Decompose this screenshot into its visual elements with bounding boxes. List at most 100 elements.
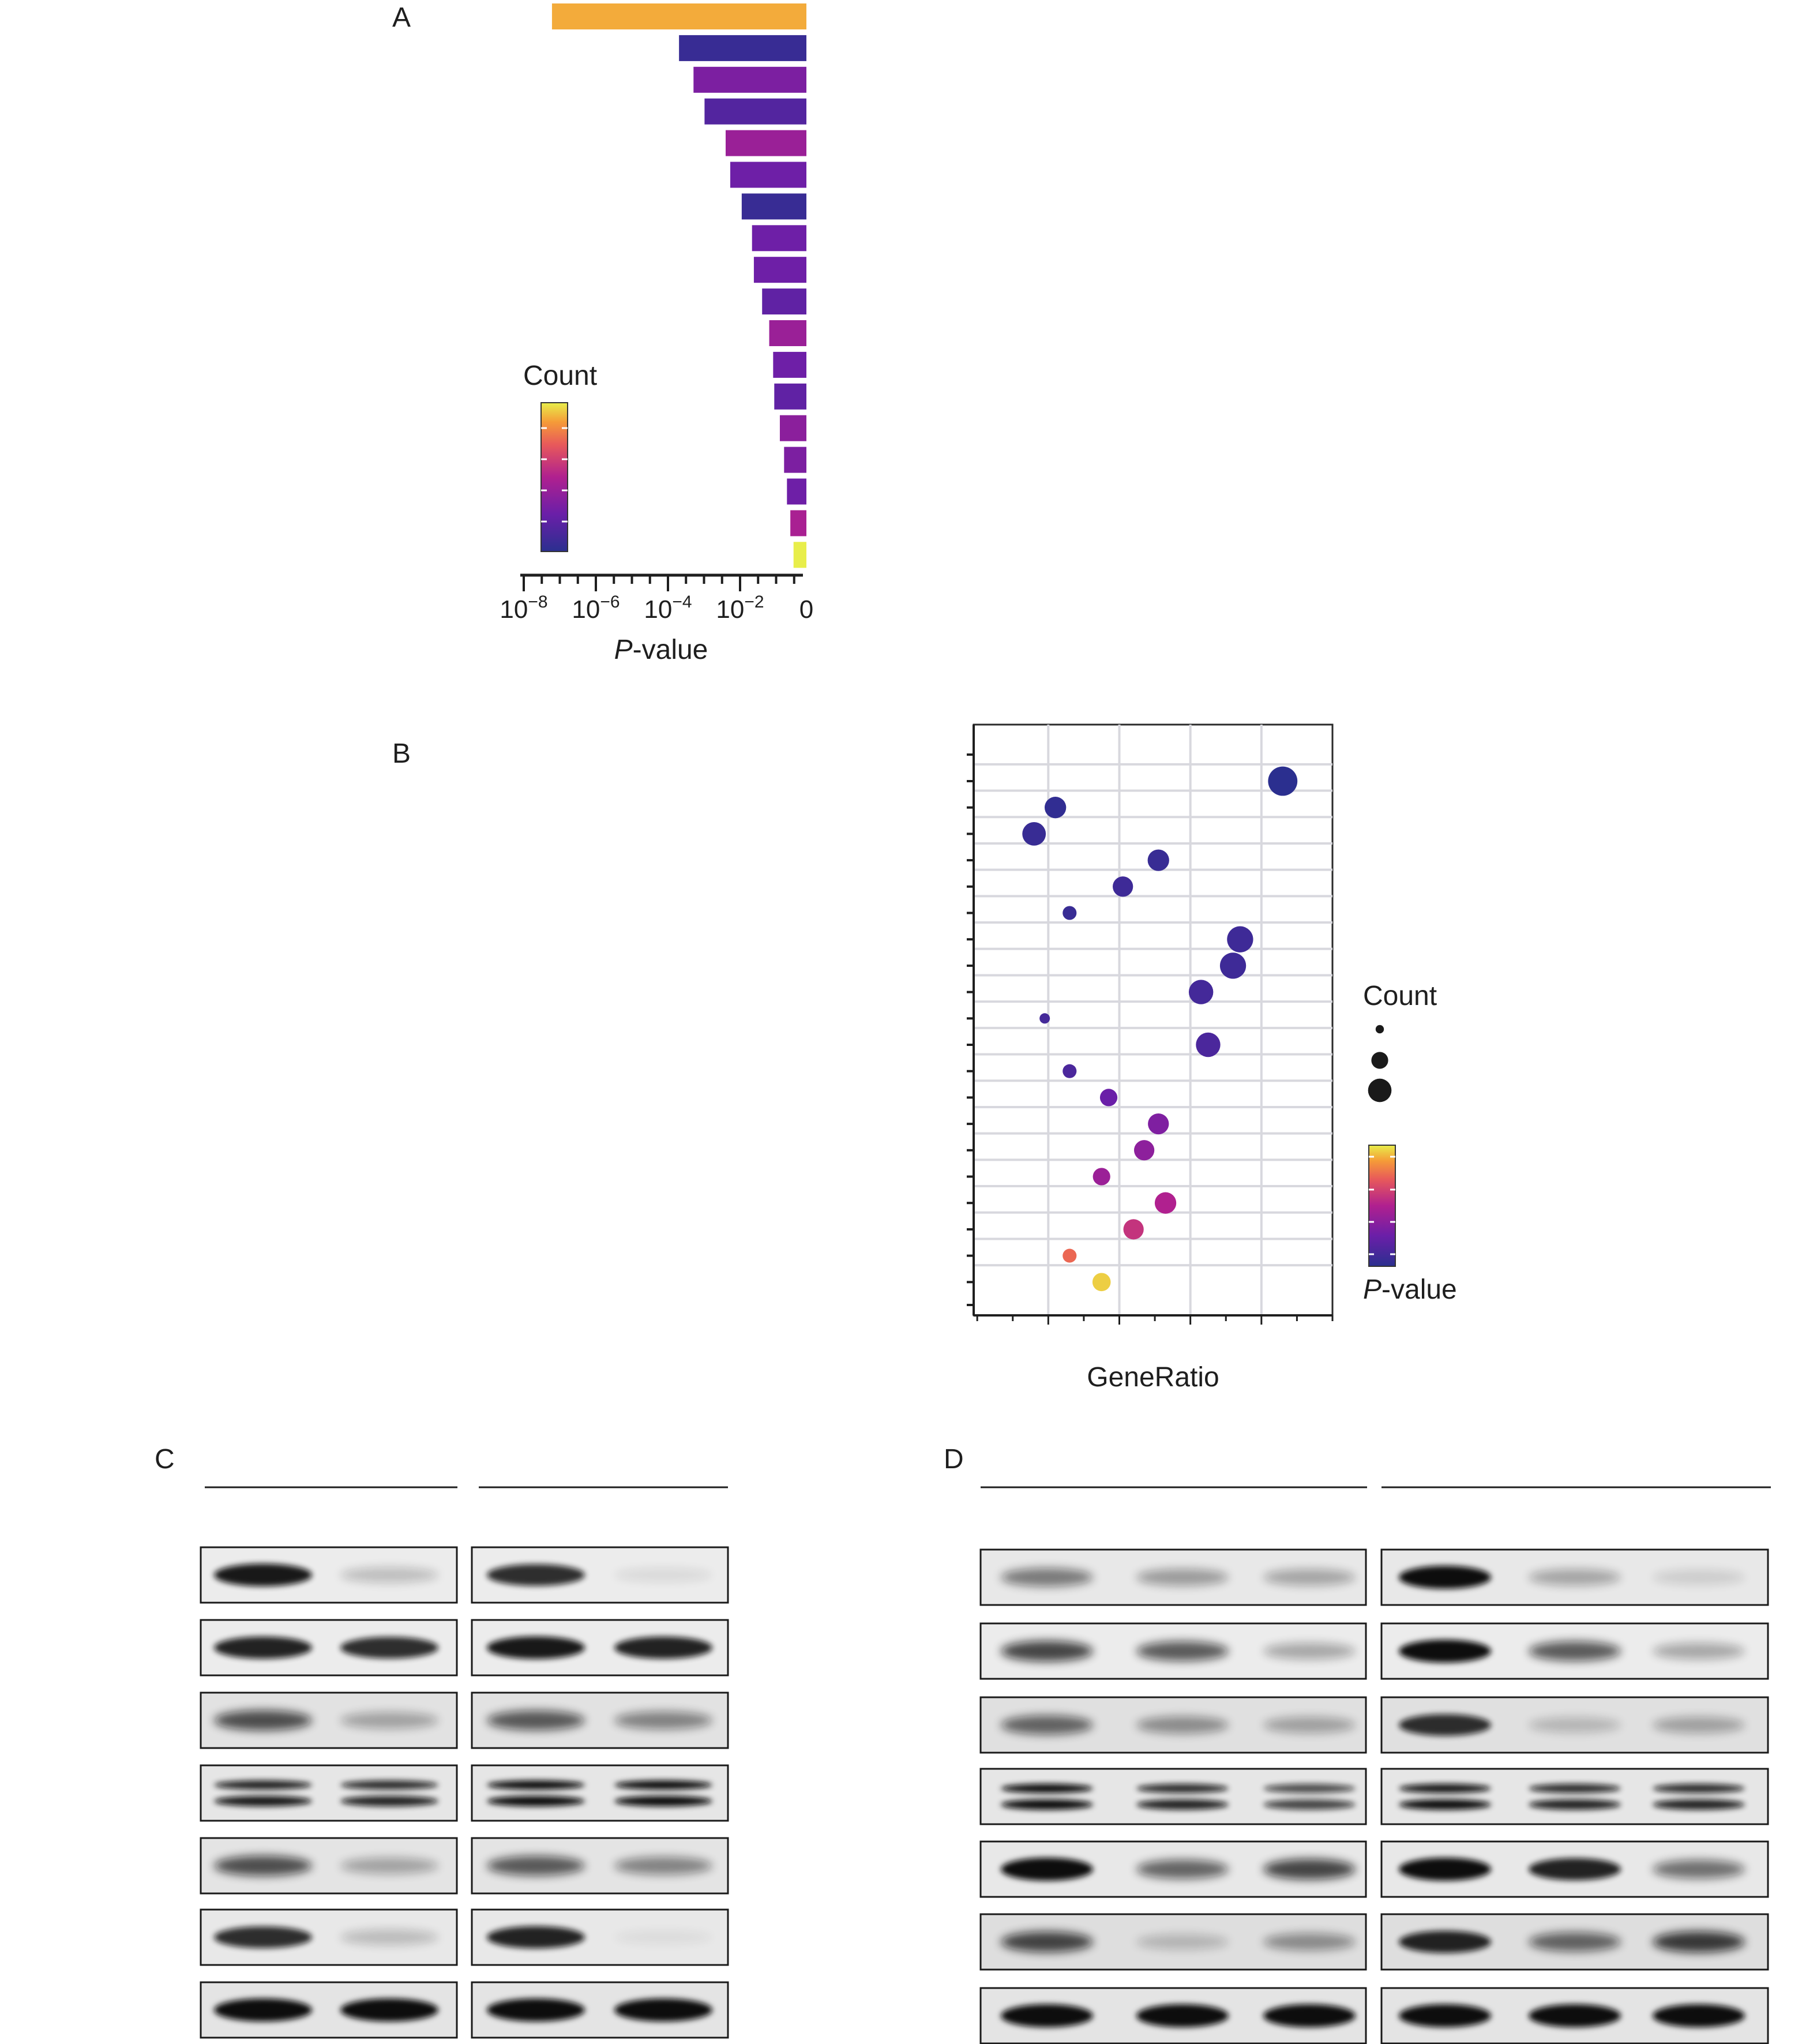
protein-band — [1529, 1799, 1621, 1810]
panel-b-dot-plot: GeneRatio Count P-value — [967, 723, 1457, 1393]
protein-band — [487, 1796, 585, 1806]
protein-band — [214, 1636, 312, 1659]
size-legend-title: Count — [1363, 981, 1437, 1011]
bar-amoebiasis — [774, 383, 806, 410]
protein-band — [1001, 1932, 1093, 1952]
protein-band — [214, 1855, 312, 1876]
blot-strip-vegfr-2 — [979, 1768, 1367, 1825]
protein-band — [1653, 2004, 1745, 2027]
protein-band — [340, 1712, 438, 1729]
protein-band — [487, 1564, 585, 1586]
protein-band — [1653, 1931, 1745, 1953]
protein-band — [487, 1780, 585, 1790]
dot-regulation-of-hormone-levels — [1196, 1032, 1221, 1057]
protein-band — [1529, 2004, 1621, 2027]
blot-strip-actin — [471, 1981, 729, 2039]
blot-strip-pvegfr-2 — [1380, 1696, 1769, 1754]
dot-ammonium-transport — [1063, 906, 1077, 920]
protein-band — [1653, 1716, 1745, 1734]
protein-band — [487, 1926, 585, 1949]
blot-strip-lamininb2 — [200, 1908, 458, 1966]
protein-band — [1399, 2004, 1491, 2027]
protein-band — [487, 1710, 585, 1731]
protein-band — [214, 1926, 312, 1948]
protein-band — [1653, 1784, 1745, 1793]
blot-strip-lamininb2 — [1380, 1913, 1769, 1971]
dot-protein-secretion — [1227, 926, 1253, 952]
protein-band — [614, 1796, 712, 1806]
count-legend-title: Count — [523, 361, 597, 391]
blot-strip-ve-cadherin — [1380, 1840, 1769, 1898]
protein-band — [1001, 2004, 1093, 2027]
dot-regulation-of-inflammatory-response — [1022, 822, 1046, 846]
blot-strip-cadherin — [471, 1837, 729, 1895]
protein-band — [1529, 1784, 1621, 1793]
protein-band — [487, 1998, 585, 2022]
protein-band — [1136, 1641, 1229, 1662]
protein-band — [1399, 1930, 1491, 1953]
size-legend-dot — [1375, 1025, 1384, 1034]
protein-band — [1136, 1784, 1229, 1793]
bar-neuroactive-ligand-receptor-interaction — [779, 415, 806, 441]
blot-strip-ve-cadherin — [979, 1840, 1367, 1898]
protein-band — [340, 1857, 438, 1874]
x-tick-label: 10−2 — [716, 592, 764, 624]
protein-band — [1263, 1569, 1356, 1586]
panel-d-western-blot — [979, 1486, 1771, 2044]
blot-membrane — [1380, 1768, 1769, 1825]
protein-band — [1001, 1858, 1093, 1881]
protein-band — [1263, 1784, 1356, 1793]
blot-strip-patm — [200, 1546, 458, 1604]
x-tick-label: 0 — [799, 595, 813, 624]
x-tick-label: 10−6 — [572, 592, 620, 624]
dot-cell-chemotaxis — [1147, 849, 1169, 871]
protein-band — [1529, 1717, 1621, 1733]
bar-series — [551, 3, 806, 568]
dot-series — [1022, 766, 1298, 1292]
pvalue-legend-ticks — [1369, 1156, 1395, 1255]
x-axis-title: GeneRatio — [1087, 1362, 1219, 1393]
dot-multicellular-organismal-homeostasis — [1123, 1219, 1144, 1240]
protein-band — [1001, 1799, 1093, 1810]
blot-strip-atm — [979, 1622, 1367, 1680]
gridlines — [974, 725, 1332, 1315]
bar-th17-cell-differentiation — [784, 447, 806, 473]
y-axis-ticks — [967, 725, 975, 1315]
panel-letter-a: A — [392, 2, 411, 33]
protein-band — [340, 1780, 438, 1790]
protein-band — [614, 1998, 712, 2022]
count-colorbar — [540, 402, 568, 552]
bar-salmonella-infection — [762, 288, 806, 315]
protein-band — [1399, 1799, 1491, 1810]
blot-strip-atm — [1380, 1622, 1769, 1680]
x-axis-ticks: 10−8 10−6 10−4 10−2 0 — [500, 575, 813, 624]
dot-regulation-of-signaling-receptor-activity — [1268, 766, 1298, 796]
dot-regulation-of-cell-cell-adhesion — [1044, 797, 1067, 819]
x-tick-label: 10−8 — [500, 592, 547, 624]
blot-strip-lamininb2 — [471, 1908, 729, 1966]
protein-band — [1001, 1568, 1093, 1587]
blot-strip-actin — [979, 1987, 1367, 2044]
protein-band — [1399, 1858, 1491, 1881]
blot-strip-vegfr-2 — [200, 1764, 458, 1822]
dot-cellular-response-to-biotic-stimulus — [1113, 876, 1133, 897]
dot-regulation-of-epithelial-cell-proliferation — [1133, 1140, 1155, 1161]
blot-strip-atm — [471, 1619, 729, 1677]
dot-reactive-oxygen-species-metabolic-process — [1092, 1273, 1111, 1292]
panel-letter-b: B — [392, 738, 411, 769]
protein-band — [487, 1855, 585, 1876]
bar-malaria — [773, 351, 806, 378]
protein-band — [614, 1857, 712, 1875]
blot-strip-vegfr-2 — [471, 1764, 729, 1822]
protein-band — [214, 1563, 312, 1587]
protein-band — [1263, 1859, 1356, 1880]
panel-c-western-blot — [200, 1486, 729, 2039]
protein-band — [614, 1711, 712, 1730]
panel-a-bar-chart: 10−8 10−6 10−4 10−2 0 P-value Count — [500, 3, 813, 665]
plot-area — [973, 723, 1334, 1317]
protein-band — [614, 1930, 712, 1945]
protein-band — [214, 1710, 312, 1731]
protein-band — [614, 1636, 712, 1659]
bar-nod-like-receptor-signaling-pathway — [752, 225, 806, 252]
